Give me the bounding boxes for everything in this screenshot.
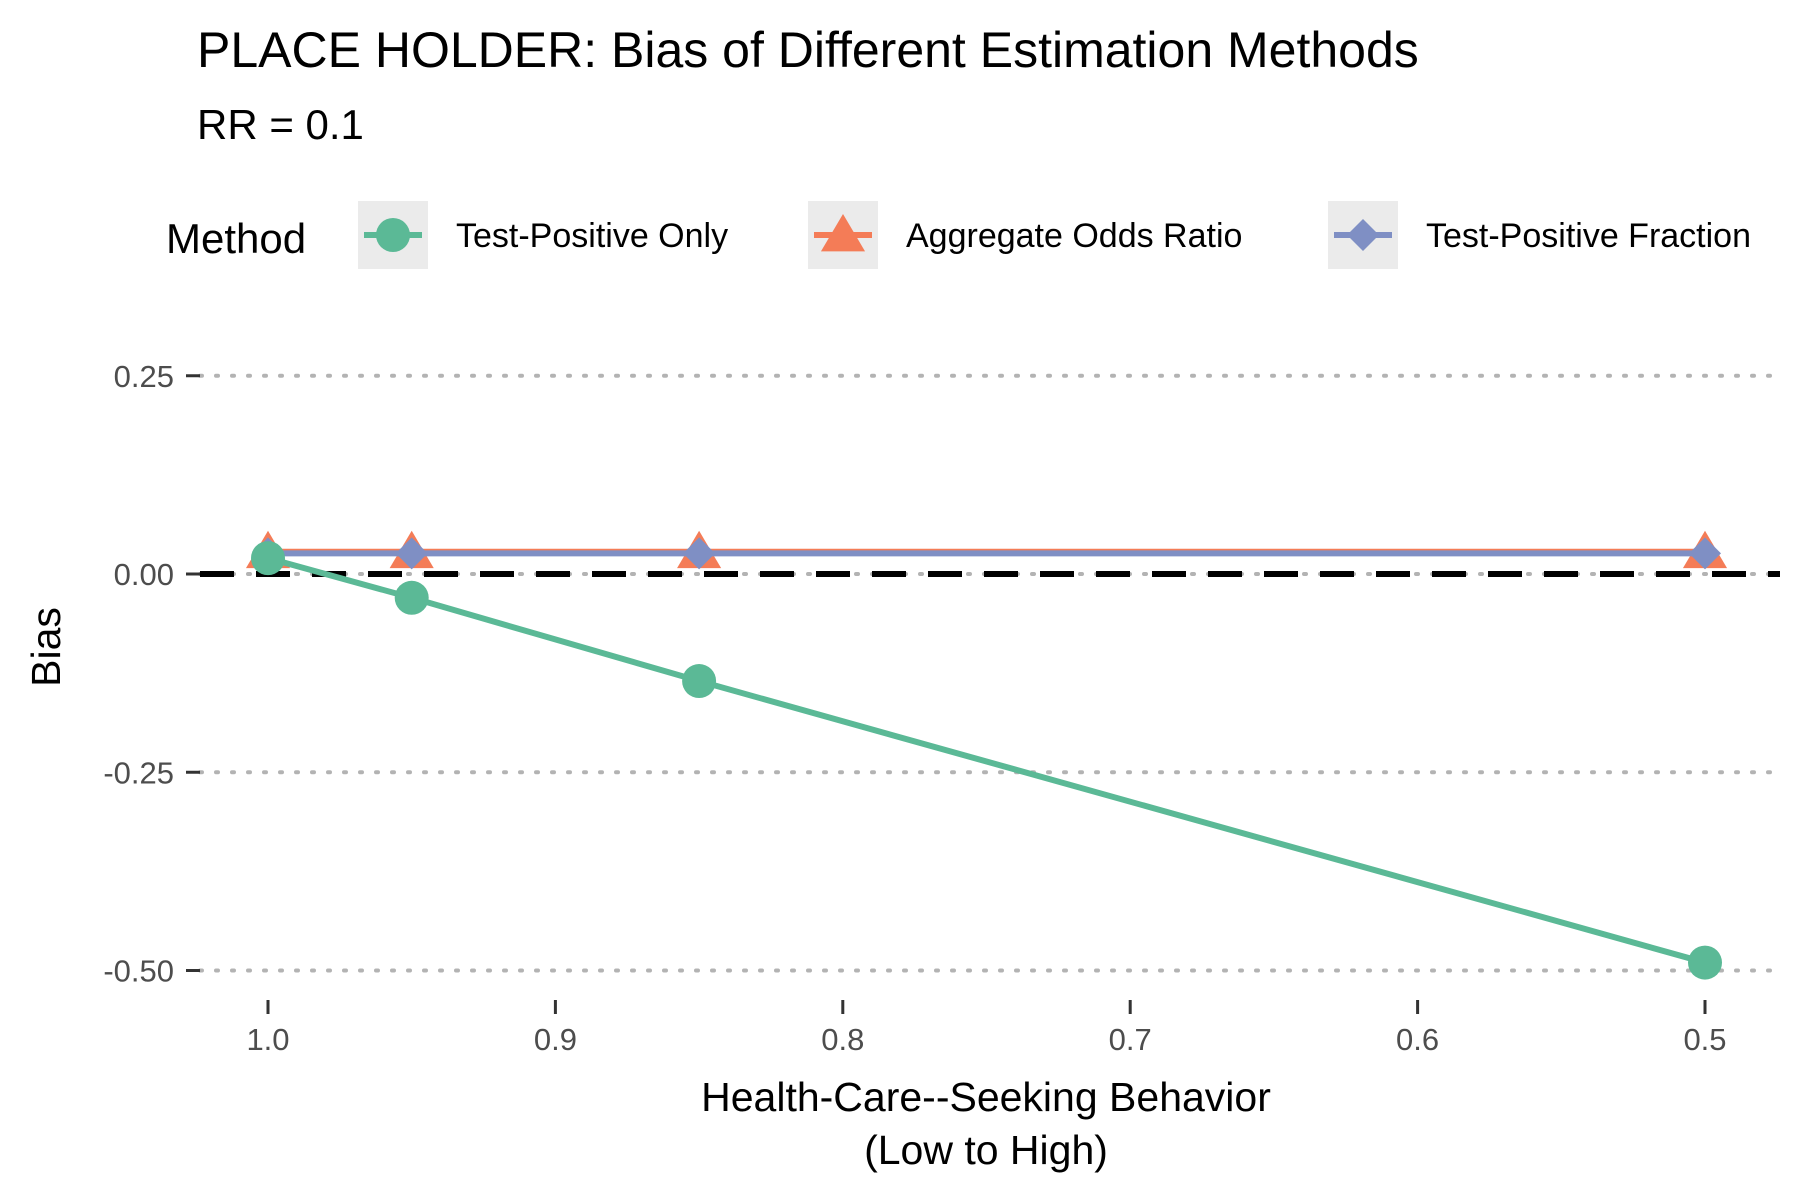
x-tick-label: 0.8	[821, 1022, 864, 1057]
data-point	[1689, 537, 1721, 570]
y-axis-title: Bias	[23, 607, 69, 687]
y-tick-label: -0.25	[103, 755, 174, 790]
x-axis-title-line2: (Low to High)	[864, 1127, 1108, 1173]
legend: Method Test-Positive Only Aggregate Odds …	[166, 201, 1751, 269]
series-diamond	[252, 537, 1721, 570]
grid	[198, 373, 1782, 973]
x-tick-label: 0.6	[1396, 1022, 1439, 1057]
plot-area	[200, 530, 1780, 980]
legend-item: Test-Positive Fraction	[1328, 201, 1751, 269]
y-tick-label: 0.00	[114, 557, 174, 592]
x-tick-label: 0.9	[534, 1022, 577, 1057]
data-point	[1688, 945, 1722, 980]
x-tick-label: 0.7	[1109, 1022, 1152, 1057]
x-tick-label: 0.5	[1683, 1022, 1726, 1057]
legend-item: Test-Positive Only	[358, 201, 728, 269]
legend-key-marker	[1347, 219, 1379, 251]
data-point	[682, 664, 717, 699]
series-triangle	[245, 530, 1728, 569]
x-axis-title-line1: Health-Care--Seeking Behavior	[701, 1074, 1271, 1120]
data-point	[251, 541, 285, 576]
legend-key-marker	[376, 218, 410, 252]
y-tick-label: -0.50	[103, 954, 174, 989]
series-circle	[251, 541, 1722, 980]
data-point	[395, 537, 428, 570]
data-point	[394, 580, 429, 615]
legend-label: Test-Positive Fraction	[1426, 217, 1751, 255]
legend-label: Aggregate Odds Ratio	[906, 217, 1242, 255]
chart-subtitle: RR = 0.1	[197, 101, 364, 148]
data-point	[683, 537, 716, 570]
y-tick-label: 0.25	[114, 359, 174, 394]
chart-title: PLACE HOLDER: Bias of Different Estimati…	[197, 22, 1419, 78]
axes: 0.25 0.00 -0.25 -0.50 1.0 0.9 0.8 0.7 0.6 0.5	[103, 359, 1726, 1057]
series-line	[267, 555, 1706, 966]
legend-item: Aggregate Odds Ratio	[808, 201, 1242, 269]
x-tick-label: 1.0	[246, 1022, 289, 1057]
legend-title: Method	[166, 215, 306, 262]
legend-label: Test-Positive Only	[456, 217, 728, 255]
legend-key-marker	[820, 214, 866, 252]
